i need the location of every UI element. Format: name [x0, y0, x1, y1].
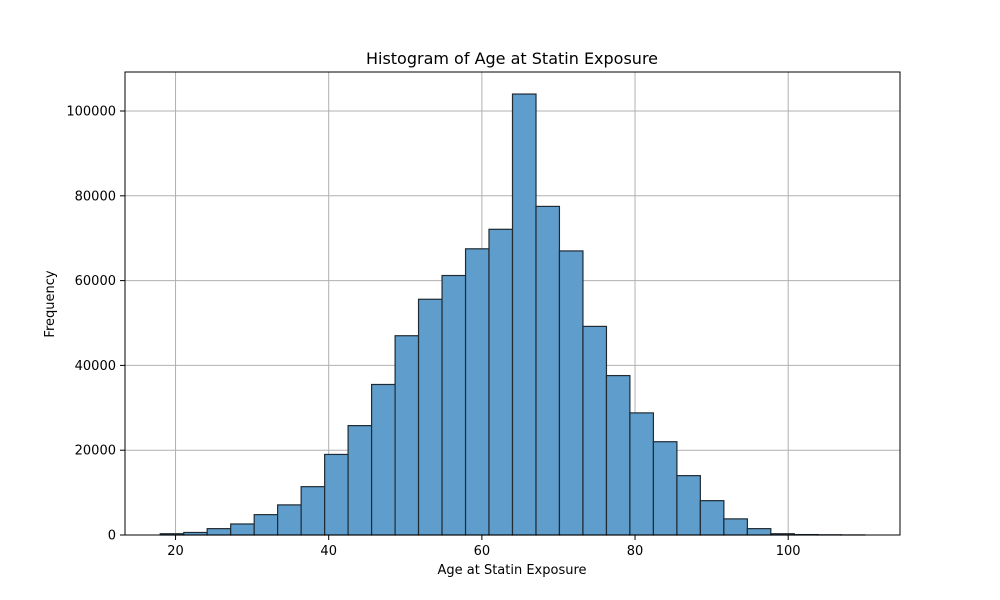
histogram-bar: [652, 441, 678, 536]
x-tick-label: 100: [776, 544, 801, 559]
histogram-bar: [300, 486, 326, 536]
chart-title: Histogram of Age at Statin Exposure: [366, 49, 658, 68]
histogram-bar: [676, 475, 701, 536]
histogram-bar: [488, 228, 514, 536]
y-axis-ticks: 0 20000 40000 60000 80000 100000: [66, 105, 125, 544]
histogram-bar: [324, 453, 349, 536]
plot-area-frame: [124, 71, 901, 536]
histogram-bar: [417, 298, 443, 536]
y-tick-label: 100000: [66, 105, 116, 120]
x-tick-label: 20: [167, 544, 184, 559]
histogram-bar: [277, 504, 302, 536]
histogram-bar: [746, 528, 772, 536]
histogram-bar: [206, 528, 232, 536]
y-tick-label: 40000: [75, 359, 116, 374]
histogram-bar: [394, 335, 420, 536]
x-tick-label: 40: [320, 544, 337, 559]
histogram-bar: [605, 374, 631, 536]
y-tick-label: 60000: [75, 274, 116, 289]
x-tick-label: 80: [627, 544, 644, 559]
histogram-bar: [230, 523, 255, 536]
histogram-bar: [370, 383, 396, 536]
histogram-bar: [535, 205, 561, 536]
y-axis-label: Frequency: [43, 270, 58, 337]
histogram-bar: [558, 250, 584, 536]
x-axis-ticks: 20 40 60 80 100: [167, 535, 801, 559]
histogram-bar: [253, 514, 279, 536]
y-tick-label: 0: [108, 529, 116, 544]
y-tick-label: 80000: [75, 189, 116, 204]
x-tick-label: 60: [474, 544, 491, 559]
histogram-bar: [582, 325, 608, 536]
y-tick-label: 20000: [75, 444, 116, 459]
histogram-bar: [511, 93, 537, 536]
histogram-bars: [159, 93, 866, 536]
histogram-bar: [347, 425, 373, 536]
x-axis-label: Age at Statin Exposure: [437, 563, 586, 578]
histogram-bar: [699, 500, 725, 536]
histogram-bar: [441, 274, 467, 536]
histogram-bar: [723, 518, 748, 536]
histogram-bar: [629, 412, 655, 536]
histogram-bar: [464, 248, 490, 536]
